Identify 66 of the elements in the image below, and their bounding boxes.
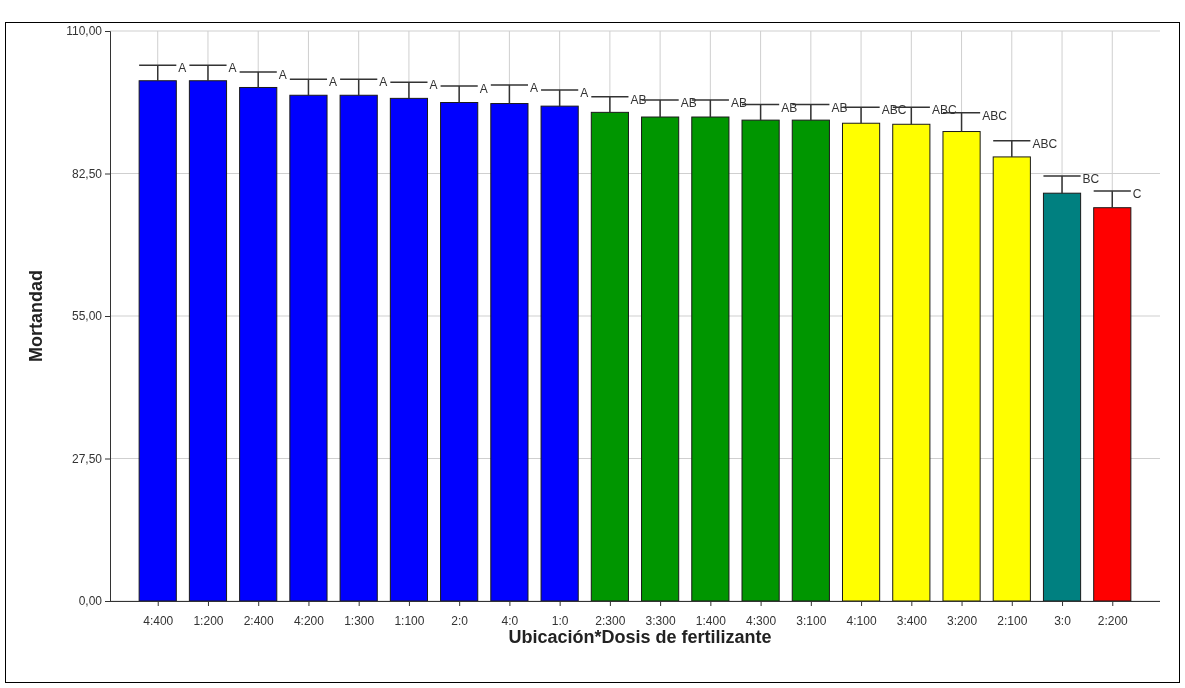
annotation: ABC — [982, 109, 1008, 124]
x-tick-label: 1:300 — [344, 613, 375, 628]
x-tick-label: 2:300 — [595, 613, 626, 628]
y-tick-label: 82,50 — [71, 166, 103, 181]
bar — [841, 122, 881, 602]
bar — [741, 119, 780, 602]
annotation: A — [278, 68, 287, 83]
x-tick-label: 3:0 — [1054, 613, 1072, 628]
bar — [791, 119, 830, 602]
bar — [942, 131, 981, 602]
annotation: AB — [781, 100, 798, 115]
annotation: ABC — [881, 103, 907, 118]
annotation: A — [379, 75, 388, 90]
x-tick-label: 4:300 — [746, 613, 777, 628]
bar — [239, 86, 278, 602]
bar — [490, 103, 529, 602]
bar — [892, 123, 931, 602]
annotation: A — [228, 61, 237, 76]
x-tick-label: 2:200 — [1097, 613, 1129, 628]
y-axis-title: Mortandad — [26, 270, 46, 362]
annotation: ABC — [1032, 137, 1058, 152]
bar — [1093, 207, 1132, 602]
bar — [691, 116, 730, 602]
bar — [188, 80, 228, 602]
y-tick-label: 0,00 — [78, 594, 103, 609]
annotation: A — [580, 86, 589, 101]
x-tick-label: 2:100 — [997, 613, 1028, 628]
bar — [540, 105, 579, 602]
bar — [1042, 192, 1082, 602]
x-tick-label: 3:200 — [947, 613, 978, 628]
annotation: C — [1132, 187, 1142, 202]
annotation: A — [429, 78, 438, 93]
x-tick-label: 3:300 — [645, 613, 676, 628]
bar — [138, 80, 177, 602]
x-tick-label: 4:200 — [293, 613, 325, 628]
bar — [641, 116, 680, 602]
annotation: A — [479, 82, 488, 97]
x-tick-label: 4:100 — [846, 613, 877, 628]
annotation: A — [329, 75, 338, 90]
bar — [339, 94, 378, 602]
bar — [289, 94, 328, 602]
y-tick-label: 55,00 — [71, 309, 103, 324]
bar — [440, 102, 479, 602]
x-tick-label: 1:200 — [193, 613, 224, 628]
bar — [389, 97, 429, 602]
bar — [992, 156, 1031, 602]
annotation: AB — [730, 96, 747, 111]
x-tick-label: 4:0 — [501, 613, 519, 628]
y-tick-label: 110,00 — [66, 24, 103, 39]
x-tick-label: 2:0 — [451, 613, 469, 628]
x-tick-label: 4:400 — [143, 613, 174, 628]
y-tick-label: 27,50 — [71, 451, 103, 466]
x-axis-title: Ubicación*Dosis de fertilizante — [508, 627, 772, 647]
x-tick-label: 2:400 — [243, 613, 275, 628]
bar — [590, 111, 629, 602]
x-tick-label: 1:400 — [695, 613, 727, 628]
annotation: AB — [680, 96, 697, 111]
x-tick-label: 1:0 — [551, 613, 569, 628]
annotation: AB — [831, 100, 848, 115]
x-tick-label: 3:400 — [896, 613, 928, 628]
x-tick-label: 1:100 — [394, 613, 425, 628]
x-tick-label: 3:100 — [796, 613, 827, 628]
annotation: A — [178, 61, 187, 76]
annotation: BC — [1082, 172, 1100, 187]
annotation: A — [529, 81, 539, 96]
annotation: AB — [630, 92, 647, 107]
